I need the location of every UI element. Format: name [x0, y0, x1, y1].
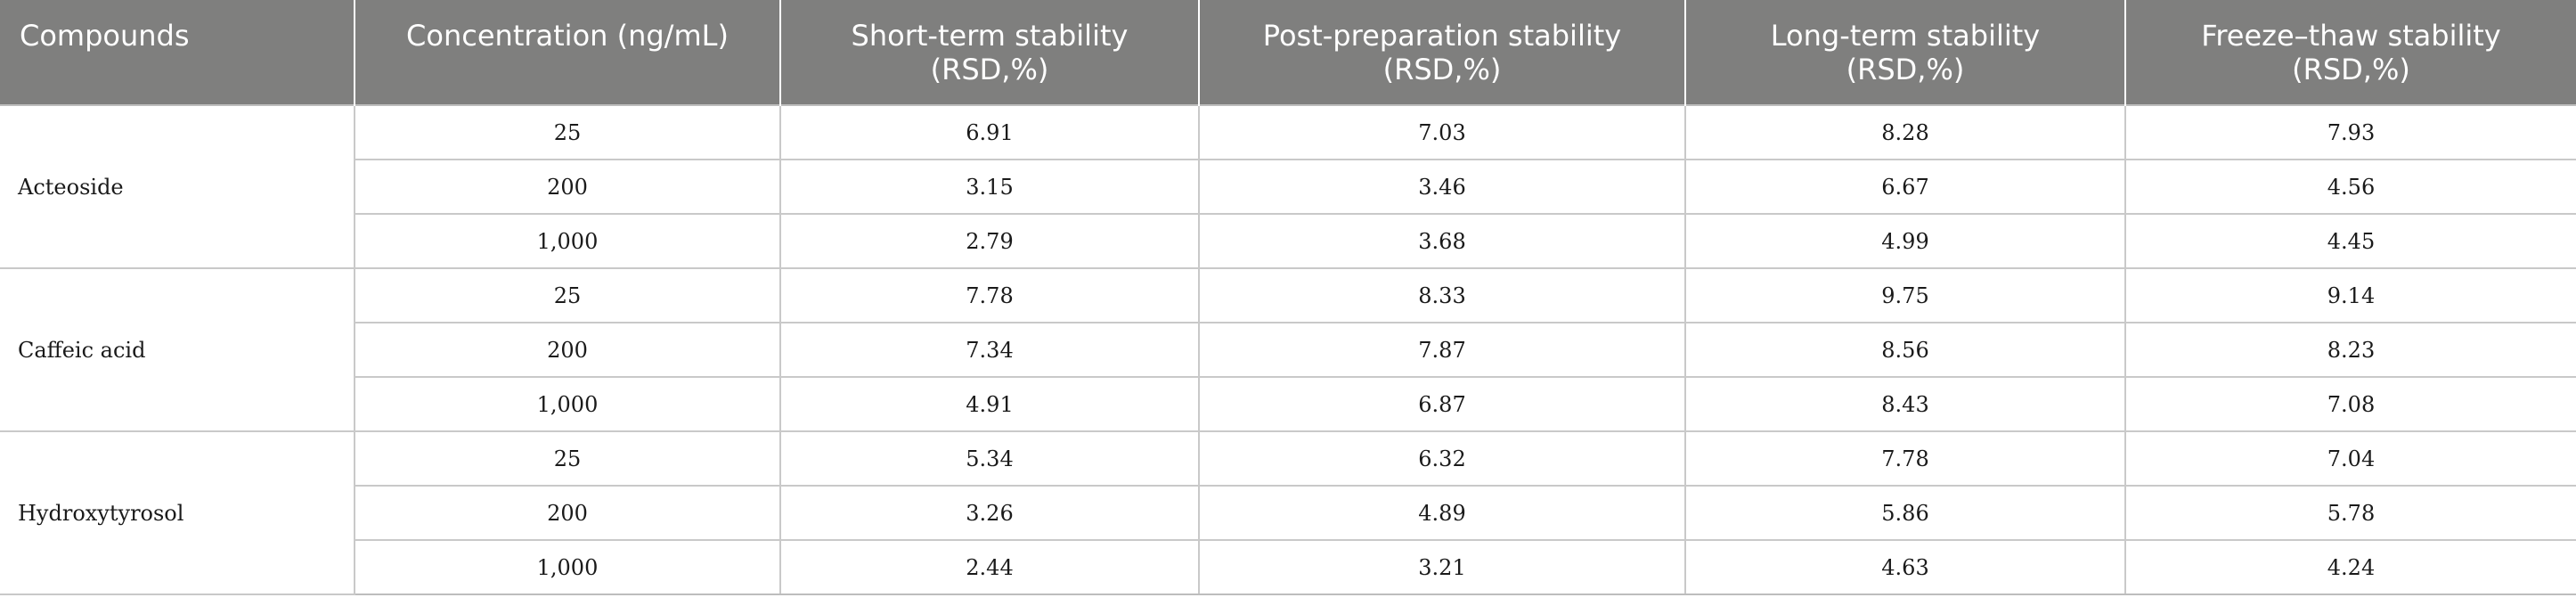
- long-term-cell: 4.63: [1684, 539, 2126, 595]
- long-term-cell: 8.56: [1684, 322, 2126, 378]
- freeze-thaw-cell: 9.14: [2124, 267, 2576, 323]
- long-term-cell: 5.86: [1684, 485, 2126, 541]
- short-term-cell: 3.15: [779, 159, 1200, 215]
- post-preparation-cell: 4.89: [1198, 485, 1686, 541]
- header-concentration: Concentration (ng/mL): [354, 0, 780, 105]
- table-row: 1,000 2.79 3.68 4.99 4.45: [0, 213, 2576, 269]
- long-term-cell: 8.43: [1684, 376, 2126, 432]
- concentration-cell: 200: [354, 322, 781, 378]
- concentration-cell: 1,000: [354, 376, 781, 432]
- header-unit: (RSD,%): [1846, 53, 1965, 86]
- concentration-cell: 200: [354, 485, 781, 541]
- header-unit: (RSD,%): [2292, 53, 2410, 86]
- freeze-thaw-cell: 7.04: [2124, 430, 2576, 487]
- stability-table: Compounds Concentration (ng/mL) Short-te…: [0, 0, 2576, 595]
- short-term-cell: 7.78: [779, 267, 1200, 323]
- post-preparation-cell: 6.32: [1198, 430, 1686, 487]
- freeze-thaw-cell: 8.23: [2124, 322, 2576, 378]
- long-term-cell: 6.67: [1684, 159, 2126, 215]
- short-term-cell: 2.44: [779, 539, 1200, 595]
- compound-cell: Acteoside: [0, 104, 355, 269]
- post-preparation-cell: 7.03: [1198, 104, 1686, 160]
- freeze-thaw-cell: 4.24: [2124, 539, 2576, 595]
- long-term-cell: 4.99: [1684, 213, 2126, 269]
- concentration-cell: 25: [354, 267, 781, 323]
- table-row: 200 3.15 3.46 6.67 4.56: [0, 159, 2576, 215]
- table-row: 200 3.26 4.89 5.86 5.78: [0, 485, 2576, 541]
- header-unit: (RSD,%): [930, 53, 1049, 86]
- freeze-thaw-cell: 7.08: [2124, 376, 2576, 432]
- header-row: Compounds Concentration (ng/mL) Short-te…: [0, 0, 2576, 105]
- header-label: Concentration (ng/mL): [406, 19, 729, 53]
- concentration-cell: 200: [354, 159, 781, 215]
- table-body: Acteoside 25 6.91 7.03 8.28 7.93 200 3.1…: [0, 104, 2576, 595]
- concentration-cell: 25: [354, 430, 781, 487]
- table-row: 200 7.34 7.87 8.56 8.23: [0, 322, 2576, 378]
- post-preparation-cell: 8.33: [1198, 267, 1686, 323]
- header-compounds: Compounds: [0, 0, 355, 105]
- long-term-cell: 9.75: [1684, 267, 2126, 323]
- post-preparation-cell: 7.87: [1198, 322, 1686, 378]
- header-long-term-stability: Long-term stability (RSD,%): [1684, 0, 2125, 105]
- long-term-cell: 7.78: [1684, 430, 2126, 487]
- header-label: Compounds: [20, 19, 190, 53]
- post-preparation-cell: 6.87: [1198, 376, 1686, 432]
- concentration-cell: 1,000: [354, 213, 781, 269]
- header-label: Long-term stability: [1770, 19, 2041, 53]
- table-row: Hydroxytyrosol 25 5.34 6.32 7.78 7.04: [0, 430, 2576, 595]
- post-preparation-cell: 3.68: [1198, 213, 1686, 269]
- short-term-cell: 7.34: [779, 322, 1200, 378]
- table-header: Compounds Concentration (ng/mL) Short-te…: [0, 0, 2576, 105]
- freeze-thaw-cell: 5.78: [2124, 485, 2576, 541]
- concentration-cell: 1,000: [354, 539, 781, 595]
- compound-cell: Caffeic acid: [0, 267, 355, 432]
- header-post-preparation-stability: Post-preparation stability (RSD,%): [1198, 0, 1685, 105]
- table-row: Acteoside 25 6.91 7.03 8.28 7.93: [0, 104, 2576, 269]
- short-term-cell: 3.26: [779, 485, 1200, 541]
- table-row: 1,000 2.44 3.21 4.63 4.24: [0, 539, 2576, 595]
- freeze-thaw-cell: 7.93: [2124, 104, 2576, 160]
- short-term-cell: 2.79: [779, 213, 1200, 269]
- header-freeze-thaw-stability: Freeze–thaw stability (RSD,%): [2124, 0, 2576, 105]
- long-term-cell: 8.28: [1684, 104, 2126, 160]
- short-term-cell: 5.34: [779, 430, 1200, 487]
- header-unit: (RSD,%): [1382, 53, 1502, 86]
- header-label: Freeze–thaw stability: [2201, 19, 2501, 53]
- table-row: Caffeic acid 25 7.78 8.33 9.75 9.14: [0, 267, 2576, 432]
- freeze-thaw-cell: 4.45: [2124, 213, 2576, 269]
- compound-cell: Hydroxytyrosol: [0, 430, 355, 595]
- header-label: Short-term stability: [851, 19, 1129, 53]
- table-row: 1,000 4.91 6.87 8.43 7.08: [0, 376, 2576, 432]
- short-term-cell: 6.91: [779, 104, 1200, 160]
- freeze-thaw-cell: 4.56: [2124, 159, 2576, 215]
- header-label: Post-preparation stability: [1262, 19, 1622, 53]
- header-short-term-stability: Short-term stability (RSD,%): [779, 0, 1199, 105]
- short-term-cell: 4.91: [779, 376, 1200, 432]
- post-preparation-cell: 3.21: [1198, 539, 1686, 595]
- concentration-cell: 25: [354, 104, 781, 160]
- post-preparation-cell: 3.46: [1198, 159, 1686, 215]
